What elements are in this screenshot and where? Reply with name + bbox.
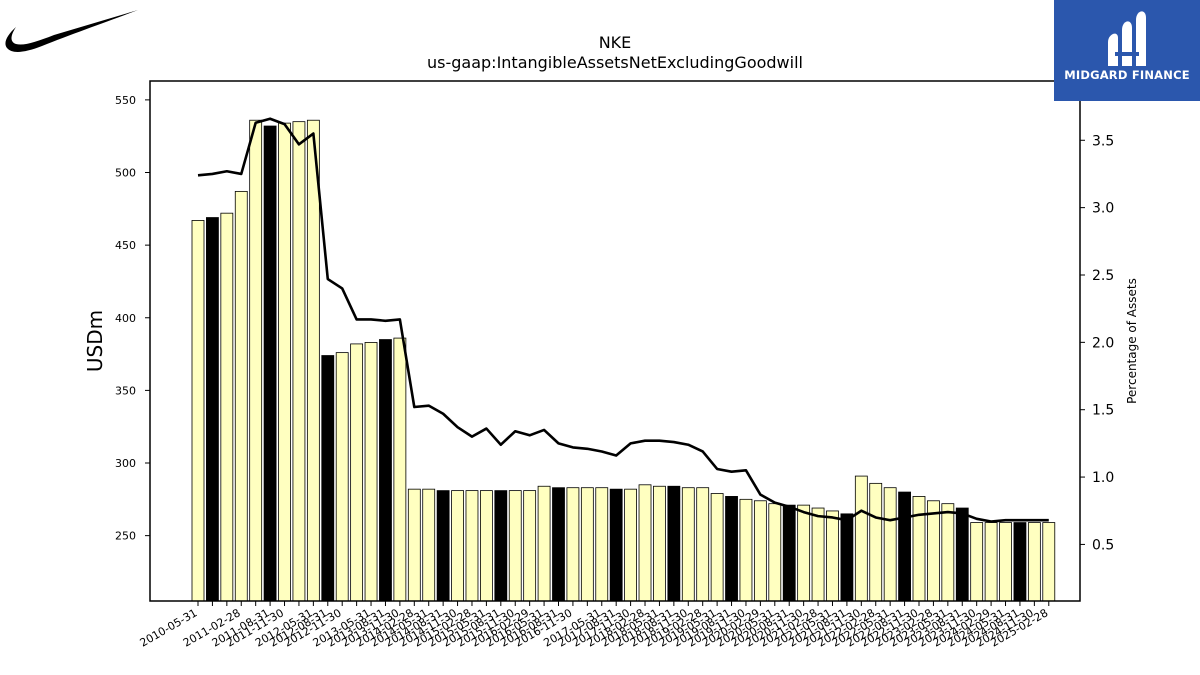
bar: [898, 491, 911, 602]
bar: [826, 510, 839, 602]
bar: [537, 485, 551, 602]
bar: [379, 339, 392, 602]
y2-tick-label: 3.0: [1092, 201, 1114, 217]
bar: [479, 490, 493, 602]
bar: [710, 493, 724, 602]
bar: [191, 220, 205, 602]
bar: [811, 507, 825, 602]
bar: [436, 490, 450, 602]
y-axis-left: 250 300 350 400 450 500 550: [115, 94, 150, 543]
bar: [523, 490, 537, 602]
bar: [451, 490, 464, 602]
y-tick-label: 250: [115, 530, 136, 543]
bar: [494, 490, 508, 602]
bar: [609, 488, 623, 602]
bar: [768, 503, 782, 602]
bar: [364, 342, 378, 602]
bar: [220, 212, 234, 602]
bar: [797, 504, 811, 602]
bar: [321, 355, 335, 602]
bar: [1042, 522, 1056, 602]
bar: [696, 487, 710, 602]
bar: [624, 488, 637, 602]
y2-axis-label: Percentage of Assets: [1125, 278, 1139, 404]
bar: [753, 500, 767, 602]
y-axis-right: 0.5 1.0 1.5 2.0 2.5 3.0 3.5: [1080, 133, 1114, 553]
bar: [883, 487, 897, 602]
bar: [667, 485, 681, 602]
bar: [681, 487, 695, 602]
bar: [999, 522, 1012, 602]
bar: [970, 522, 984, 602]
bar: [306, 119, 320, 602]
y2-tick-label: 1.5: [1092, 403, 1114, 419]
bar: [580, 487, 594, 602]
brand-name: MIDGARD FINANCE: [1064, 68, 1190, 82]
y-tick-label: 400: [115, 312, 136, 325]
bar: [782, 504, 796, 602]
bar: [465, 490, 479, 602]
y-tick-label: 450: [115, 239, 136, 252]
bar: [234, 190, 248, 602]
bar: [292, 121, 306, 602]
chart-title: NKE: [599, 33, 632, 52]
y2-tick-label: 2.0: [1092, 335, 1114, 351]
y-tick-label: 300: [115, 457, 136, 470]
bar: [927, 500, 940, 602]
bar: [249, 119, 263, 602]
bar: [840, 513, 854, 602]
bar: [739, 498, 753, 602]
y2-tick-label: 0.5: [1092, 537, 1114, 553]
bar: [393, 337, 407, 602]
bar: [912, 496, 926, 602]
y-axis-label: USDm: [83, 310, 107, 372]
nike-swoosh-icon: [5, 10, 139, 52]
bar-group: [191, 119, 1056, 602]
bar: [941, 503, 955, 602]
midgard-finance-logo: MIDGARD FINANCE: [1054, 0, 1200, 101]
bar: [407, 488, 421, 602]
bar: [1013, 522, 1027, 602]
bar: [552, 487, 565, 602]
bar: [566, 487, 580, 602]
line-layer: [197, 117, 1049, 523]
bar: [350, 343, 364, 602]
bar: [1027, 522, 1041, 602]
bar: [638, 484, 652, 602]
bar: [508, 490, 522, 602]
bar: [422, 488, 436, 602]
y-tick-label: 500: [115, 167, 136, 180]
y-tick-label: 350: [115, 384, 136, 397]
plot-frame: [149, 80, 1081, 602]
bar: [278, 122, 291, 602]
y2-tick-label: 3.5: [1092, 133, 1114, 149]
bar: [653, 485, 666, 602]
bar: [984, 522, 998, 602]
bar: [854, 475, 868, 602]
bar: [725, 496, 738, 602]
bar: [263, 125, 277, 602]
bar: [206, 217, 219, 602]
y-tick-label: 550: [115, 94, 136, 107]
bar: [955, 507, 969, 602]
x-axis: 2010-05-312011-02-282011-08-312011-11-30…: [138, 601, 1050, 650]
bar: [869, 482, 883, 602]
bar: [335, 352, 349, 602]
midgard-mark-icon: [1108, 11, 1146, 66]
chart-subtitle: us-gaap:IntangibleAssetsNetExcludingGood…: [427, 53, 803, 72]
bar: [595, 487, 609, 602]
series-line: [197, 117, 1049, 523]
y2-tick-label: 1.0: [1092, 470, 1114, 486]
y2-tick-label: 2.5: [1092, 268, 1114, 284]
